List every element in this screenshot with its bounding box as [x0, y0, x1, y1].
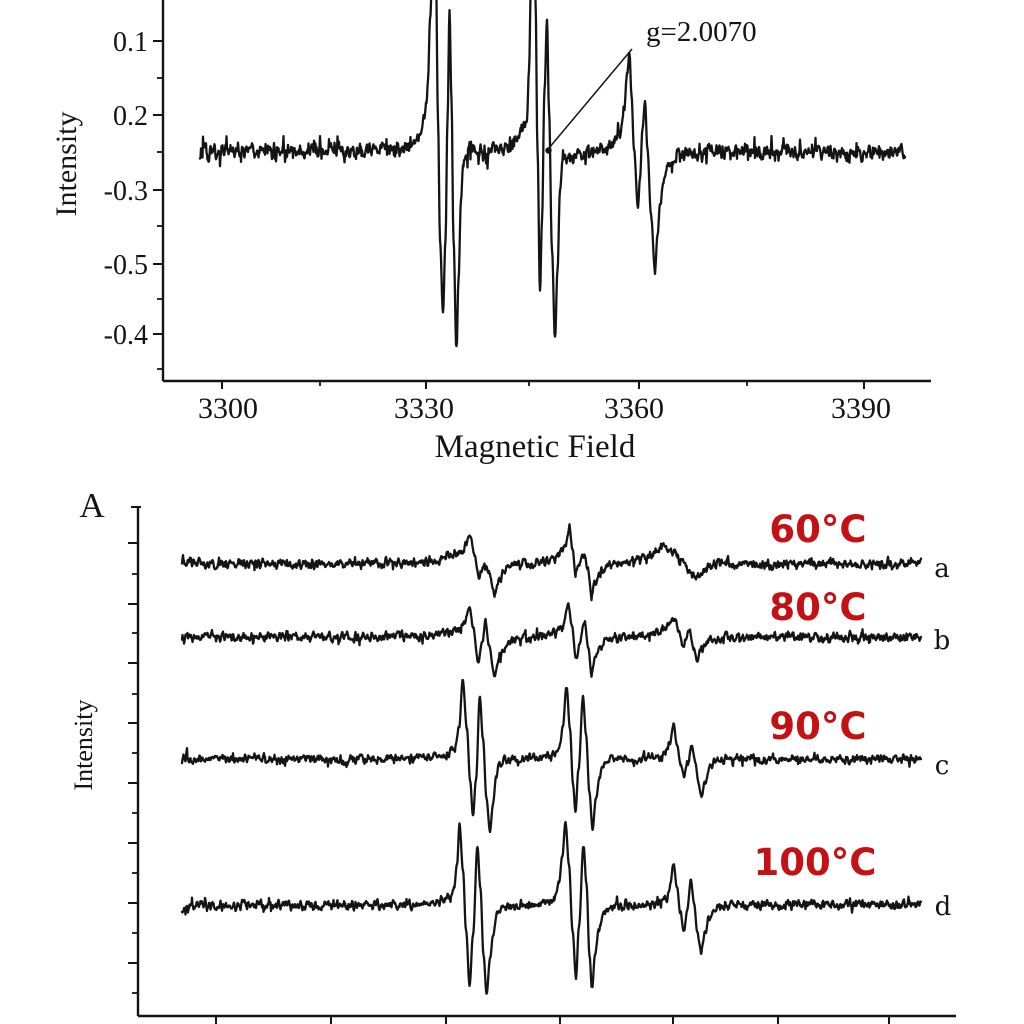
- x-axis-title: Magnetic Field: [435, 429, 636, 465]
- x-axis-ticks: [215, 1016, 890, 1024]
- y-axis-title: Intensity: [50, 112, 83, 217]
- y-tick-label: -0.5: [104, 250, 148, 281]
- y-tick-label: 0.2: [113, 101, 148, 132]
- panel-top-spectrum: 0.1 0.2 -0.3 -0.5 -0.4 3300 3330 3360 3390 Magn…: [50, 0, 931, 465]
- y-axis-title: Intensity: [69, 700, 98, 791]
- series-letters: a b c d: [934, 554, 952, 922]
- trace-curve-a: [180, 523, 923, 602]
- temperature-label-d: 100°C: [754, 841, 877, 884]
- temperature-label-a: 60°C: [769, 508, 866, 551]
- temperature-labels: 60°C 80°C 90°C 100°C: [754, 508, 877, 884]
- x-tick-label: 3360: [604, 392, 664, 425]
- y-tick-label: 0.1: [113, 27, 148, 58]
- trace-curve-b: [180, 602, 923, 678]
- annotation-pointer-dot: [545, 147, 552, 154]
- spectrum-curve: [198, 0, 907, 348]
- y-axis-tick-labels: 0.1 0.2 -0.3 -0.5 -0.4: [104, 27, 148, 351]
- temperature-label-b: 80°C: [769, 586, 866, 629]
- y-tick-label: -0.4: [104, 320, 148, 351]
- annotation-g-factor: g=2.0070: [646, 16, 757, 48]
- annotation-pointer-line: [548, 48, 633, 149]
- panel-bottom-stack: A Intensity 60°C 80°C 90°C 100°C a b c d: [69, 486, 956, 1024]
- series-letter-d: d: [935, 892, 952, 922]
- panel-letter: A: [79, 486, 105, 525]
- series-letter-c: c: [935, 751, 950, 781]
- y-tick-label: -0.3: [104, 176, 148, 207]
- y-axis-ticks: [153, 40, 163, 370]
- trace-curve-d: [180, 820, 923, 995]
- series-letter-b: b: [934, 626, 951, 656]
- series-letter-a: a: [934, 554, 950, 584]
- x-tick-label: 3390: [831, 392, 891, 425]
- x-axis-ticks: [221, 381, 865, 389]
- x-axis-tick-labels: 3300 3330 3360 3390: [198, 392, 891, 425]
- temperature-label-c: 90°C: [769, 705, 866, 748]
- trace-curves: [180, 523, 923, 995]
- trace-curve-c: [180, 678, 923, 834]
- x-tick-label: 3330: [394, 392, 454, 425]
- x-tick-label: 3300: [198, 392, 258, 425]
- y-axis-ticks: [128, 506, 141, 994]
